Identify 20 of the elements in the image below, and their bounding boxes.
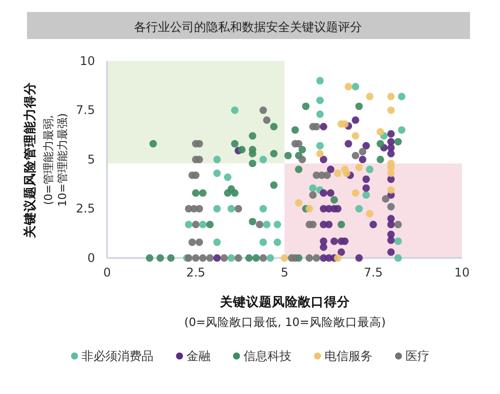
y-axis-title: 关键议题风险管理能力得分 (22, 81, 37, 239)
text: (0=风险敞口最低, 10=风险敞口最高) (184, 315, 386, 329)
legend-label: 医疗 (406, 349, 430, 363)
y-tick-label: 2.5 (76, 202, 95, 216)
x-tick-label: 7.5 (364, 266, 383, 280)
legend-label: 信息科技 (244, 349, 292, 363)
chart-title: 各行业公司的隐私和数据安全关键议题评分 (134, 20, 362, 34)
text: (0=管理能力最弱, 10=管理能力最强) (42, 113, 69, 207)
y-tick-label: 0 (87, 250, 95, 265)
x-tick-label: 5 (280, 266, 288, 280)
y-tick-label: 10 (80, 54, 95, 68)
y-tick-label: 5 (87, 152, 95, 166)
x-tick-label: 10 (454, 266, 470, 280)
x-tick-label: 2.5 (186, 266, 206, 280)
legend-label: 金融 (186, 349, 210, 363)
y-tick-label: 7.5 (76, 103, 95, 118)
legend-label: 电信服务 (324, 349, 372, 363)
legend-label: 非必须消费品 (82, 349, 154, 363)
x-tick-label: 0 (103, 266, 111, 280)
x-axis-title: 关键议题风险敞口得分 (219, 294, 351, 309)
